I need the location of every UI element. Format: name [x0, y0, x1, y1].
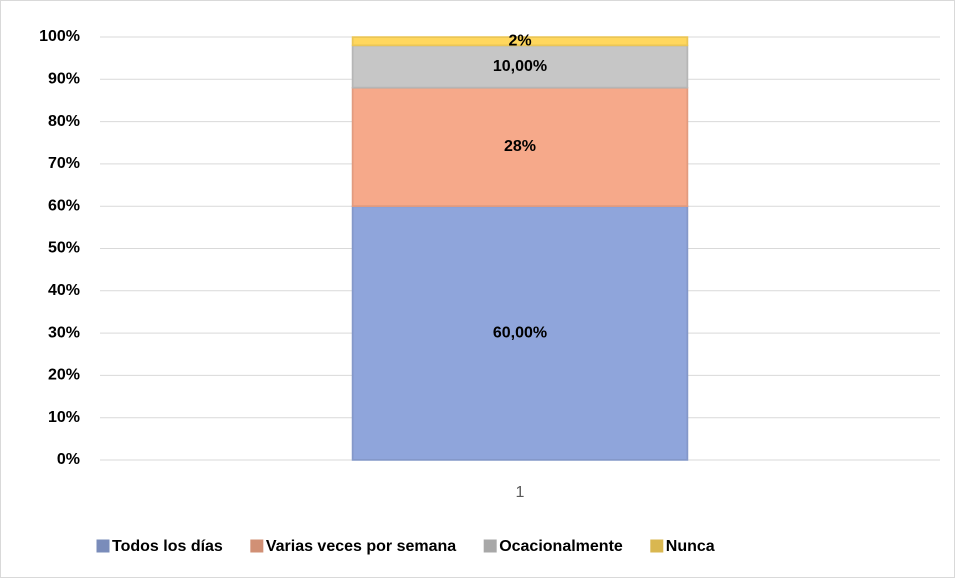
y-tick-label: 0% — [57, 451, 80, 468]
y-tick-label: 70% — [48, 155, 80, 172]
legend-swatch — [250, 539, 264, 553]
bar-segment-face — [353, 46, 687, 87]
y-tick-label: 10% — [48, 409, 80, 426]
data-label: 60,00% — [493, 324, 547, 341]
legend-swatch — [96, 539, 110, 553]
y-tick-label: 90% — [48, 71, 80, 88]
y-tick-label: 40% — [48, 282, 80, 299]
legend-swatch — [650, 539, 664, 553]
y-tick-label: 60% — [48, 197, 80, 214]
y-tick-label: 50% — [48, 240, 80, 257]
legend-label: Nunca — [666, 538, 715, 555]
y-tick-label: 30% — [48, 324, 80, 341]
bar-segment-face — [353, 207, 687, 459]
y-tick-label: 100% — [39, 28, 80, 45]
legend-label: Varias veces por semana — [266, 538, 456, 555]
y-tick-label: 20% — [48, 367, 80, 384]
y-tick-label: 80% — [48, 113, 80, 130]
data-label: 10,00% — [493, 58, 547, 75]
bar-segment-face — [353, 88, 687, 206]
legend-swatch — [483, 539, 497, 553]
x-tick-label: 1 — [516, 484, 525, 501]
legend-label: Todos los días — [112, 538, 223, 555]
legend-label: Ocacionalmente — [499, 538, 623, 555]
data-label: 28% — [504, 138, 536, 155]
bar-segment-face — [353, 38, 687, 45]
data-label: 2% — [508, 32, 531, 49]
